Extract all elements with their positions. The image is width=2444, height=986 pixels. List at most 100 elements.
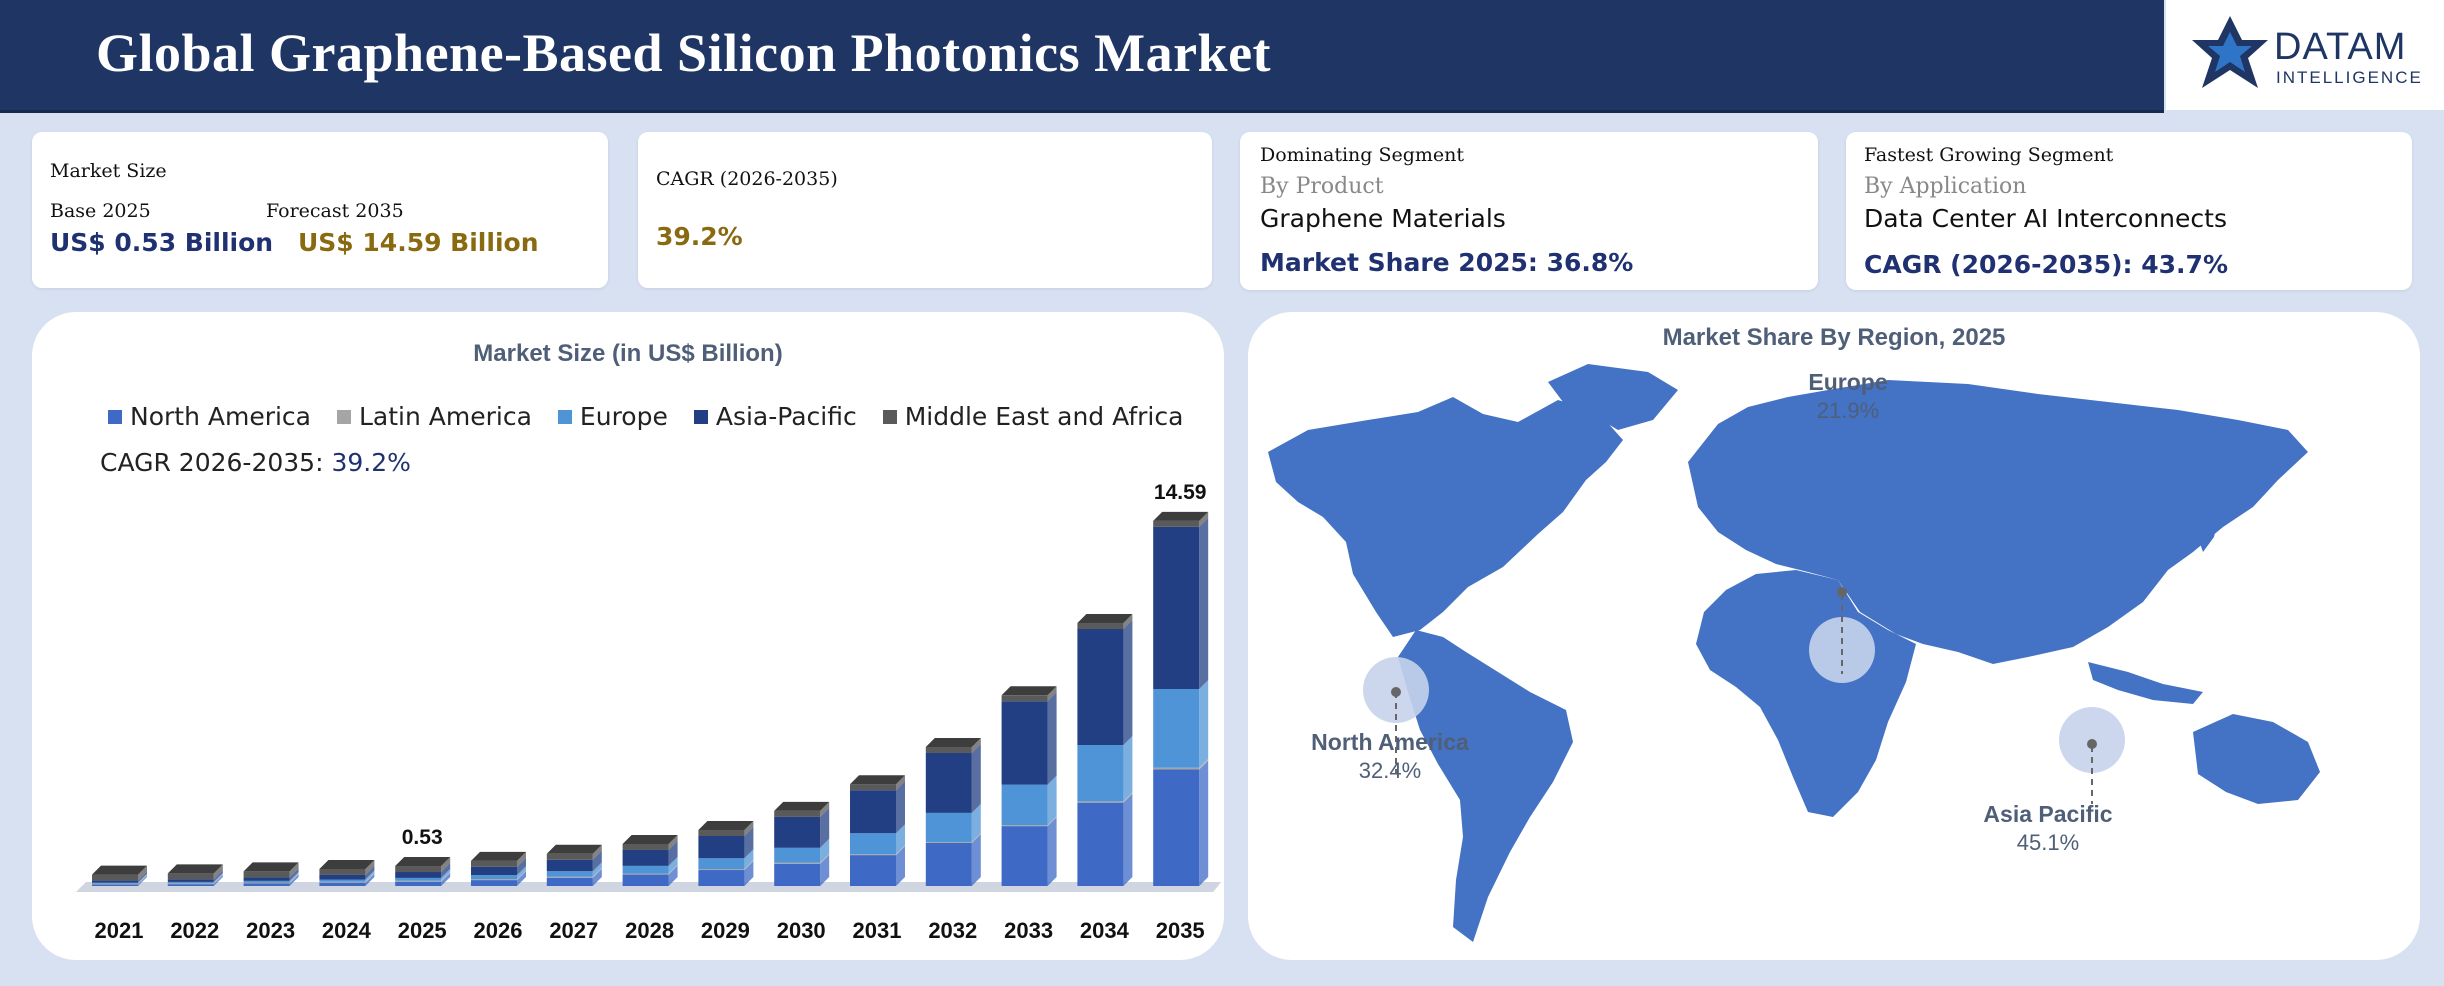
bar-side [1047,686,1057,702]
bar-side [213,864,223,880]
bar-side [138,873,147,884]
bar-side [1123,793,1133,886]
bar-side [213,872,223,884]
x-tick-label: 2026 [474,918,523,943]
x-tick-label: 2025 [398,918,447,943]
bar-segment [850,784,896,791]
bar-segment [1001,826,1048,886]
bar-segment [622,865,669,874]
bar-segment [1153,520,1200,527]
data-label: 14.59 [1154,481,1207,504]
indonesia-shape [2088,662,2203,704]
bar-segment [546,876,593,878]
bar-side [441,863,451,878]
legend-item-asia-pacific: Asia-Pacific [693,402,857,431]
bar-top [92,865,147,875]
bar-chart: 2021 2022 2023 2024 2025 0.53 2026 2027 2028 2029… [76,481,1222,943]
bar-top [167,864,223,874]
base-year-label: Base 2025 [50,200,151,222]
x-tick-label: 2024 [322,918,372,943]
bar-side [668,856,678,874]
bar-side [820,801,830,817]
bar-side [517,871,526,886]
bar-side [1123,620,1133,746]
bar-segment [395,877,442,881]
bar-side [1123,614,1133,630]
dominating-by: By Product [1260,174,1384,199]
eu-region-name: Europe [1808,369,1887,395]
bar-segment [774,847,821,863]
bar-segment [167,873,214,880]
bar-side [289,871,299,883]
bar-side [365,865,375,880]
cagr-card: CAGR (2026-2035) 39.2% [638,132,1212,288]
bar-side [1199,758,1209,770]
greenland-shape [1548,364,1678,430]
bar-segment [92,880,138,883]
bar-segment [395,880,442,882]
bar-side [1199,517,1209,689]
bar-side [896,781,905,834]
chart-legend: North America Latin America Europe Asia-… [108,402,1183,431]
bar-side [820,807,830,848]
bar-segment [471,866,517,876]
x-tick-label: 2032 [928,918,977,943]
bar-segment [471,860,517,867]
bar-segment [1153,767,1200,770]
bar-side [517,857,526,876]
dominating-segment-card: Dominating Segment By Product Graphene M… [1240,132,1818,290]
legend-swatch [693,409,708,424]
bar-top [622,834,678,844]
bar-side [289,873,299,884]
bar-segment [774,862,821,864]
eu-dot [1837,587,1847,597]
legend-label: Middle East and Africa [904,402,1184,431]
market-size-card: Market Size Base 2025 US$ 0.53 Billion F… [32,132,608,288]
bar-side [517,851,526,867]
bar-top [546,844,602,854]
bar-side [441,857,451,873]
bar-top [774,801,830,811]
x-tick-label: 2023 [246,918,295,943]
x-tick-label: 2030 [777,918,826,943]
bar-segment [925,752,972,813]
header-bar: Global Graphene-Based Silicon Photonics … [0,0,2164,113]
bar-side [138,874,147,885]
chart-cagr-line: CAGR 2026-2035: 39.2% [100,448,411,477]
bar-top [698,821,754,831]
bar-segment [546,877,593,886]
legend-item-mea: Middle East and Africa [882,402,1184,431]
x-tick-label: 2022 [170,918,219,943]
bar-side [1199,511,1209,527]
bar-segment [925,841,972,843]
continents [1268,364,2320,942]
bar-side [138,865,147,881]
bar-side [1123,736,1133,802]
bar-side [441,868,451,881]
market-size-heading: Market Size [50,160,167,182]
bar-segment [319,882,366,886]
bar-segment [167,884,214,886]
bar-side [441,871,451,882]
cagr-heading: CAGR (2026-2035) [656,168,838,190]
x-tick-label: 2021 [95,918,144,943]
bar-side [1047,816,1057,827]
logo-text: DATAM [2274,26,2407,68]
fastest-segment-card: Fastest Growing Segment By Application D… [1846,132,2412,290]
bar-segment [319,879,366,882]
bar-side [592,867,602,878]
bar-side [138,875,147,886]
bar-side [820,854,830,886]
x-tick-label: 2029 [701,918,750,943]
bar-segment [774,863,821,886]
bar-segment [471,880,517,886]
bar-segment [319,881,366,883]
bar-side [896,845,905,856]
fastest-heading: Fastest Growing Segment [1864,144,2114,166]
bar-side [744,849,754,870]
chart-cagr-value: 39.2% [331,448,411,477]
bar-segment [698,830,745,837]
bar-side [668,840,678,866]
ap-dot [2087,739,2097,749]
legend-swatch [557,409,572,424]
